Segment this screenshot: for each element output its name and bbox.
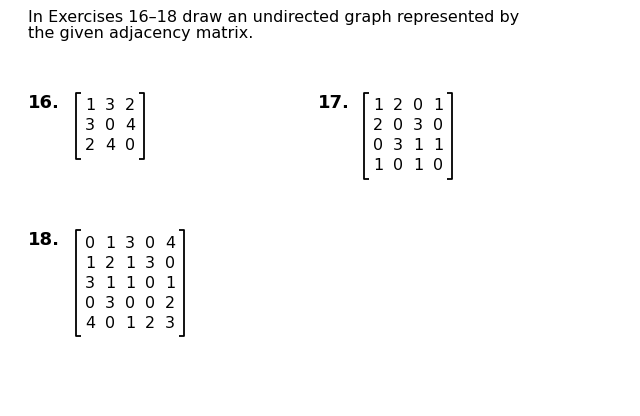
Text: 0: 0 <box>413 99 423 114</box>
Text: 2: 2 <box>125 99 135 114</box>
Text: the given adjacency matrix.: the given adjacency matrix. <box>28 26 253 41</box>
Text: 4: 4 <box>105 139 115 154</box>
Text: 1: 1 <box>125 315 135 330</box>
Text: 1: 1 <box>165 275 175 290</box>
Text: 16.: 16. <box>28 94 60 112</box>
Text: 1: 1 <box>125 255 135 270</box>
Text: 0: 0 <box>393 119 403 134</box>
Text: 0: 0 <box>105 119 115 134</box>
Text: 0: 0 <box>165 255 175 270</box>
Text: 2: 2 <box>105 255 115 270</box>
Text: 2: 2 <box>393 99 403 114</box>
Text: 1: 1 <box>433 139 443 154</box>
Text: 0: 0 <box>433 119 443 134</box>
Text: 1: 1 <box>373 158 383 173</box>
Text: 0: 0 <box>145 275 155 290</box>
Text: 4: 4 <box>165 235 175 250</box>
Text: 0: 0 <box>105 315 115 330</box>
Text: 0: 0 <box>145 235 155 250</box>
Text: 4: 4 <box>85 315 95 330</box>
Text: 3: 3 <box>393 139 403 154</box>
Text: 3: 3 <box>85 275 95 290</box>
Text: 0: 0 <box>85 235 95 250</box>
Text: 2: 2 <box>85 139 95 154</box>
Text: 1: 1 <box>413 139 423 154</box>
Text: 3: 3 <box>145 255 155 270</box>
Text: 1: 1 <box>125 275 135 290</box>
Text: 0: 0 <box>433 158 443 173</box>
Text: 1: 1 <box>413 158 423 173</box>
Text: 2: 2 <box>373 119 383 134</box>
Text: 3: 3 <box>105 295 115 310</box>
Text: 1: 1 <box>85 255 95 270</box>
Text: 0: 0 <box>125 295 135 310</box>
Text: 0: 0 <box>125 139 135 154</box>
Text: 4: 4 <box>125 119 135 134</box>
Text: 1: 1 <box>373 99 383 114</box>
Text: 18.: 18. <box>28 231 60 249</box>
Text: 3: 3 <box>105 99 115 114</box>
Text: 1: 1 <box>433 99 443 114</box>
Text: 1: 1 <box>85 99 95 114</box>
Text: 2: 2 <box>165 295 175 310</box>
Text: 1: 1 <box>105 275 115 290</box>
Text: 2: 2 <box>145 315 155 330</box>
Text: 3: 3 <box>125 235 135 250</box>
Text: 17.: 17. <box>318 94 350 112</box>
Text: 3: 3 <box>165 315 175 330</box>
Text: 3: 3 <box>85 119 95 134</box>
Text: 0: 0 <box>145 295 155 310</box>
Text: In Exercises 16–18 draw an undirected graph represented by: In Exercises 16–18 draw an undirected gr… <box>28 10 519 25</box>
Text: 0: 0 <box>393 158 403 173</box>
Text: 1: 1 <box>105 235 115 250</box>
Text: 0: 0 <box>373 139 383 154</box>
Text: 0: 0 <box>85 295 95 310</box>
Text: 3: 3 <box>413 119 423 134</box>
